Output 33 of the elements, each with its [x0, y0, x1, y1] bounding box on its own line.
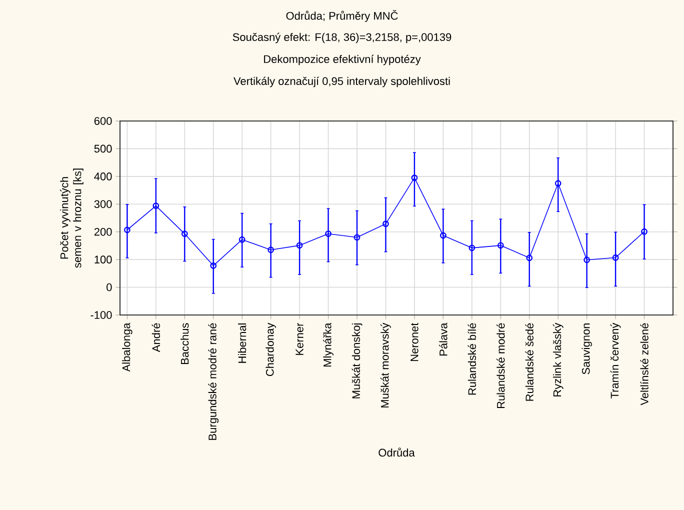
y-tick-label: 0 [106, 283, 112, 292]
y-tick-label: 600 [94, 117, 112, 125]
y-tick-label: 500 [94, 144, 112, 153]
x-tick-label: Rulandské modré [496, 323, 505, 408]
y-tick-label: 300 [94, 200, 112, 208]
x-tick-label: Ryzlink vlašský [552, 322, 564, 396]
x-tick-label: Muškát donskoj [352, 324, 362, 398]
text: Dekompozice efektivní hypotézy [264, 54, 421, 66]
x-axis-title: Odrůda [378, 448, 415, 457]
x-tick-label: Mlynářka [323, 322, 334, 366]
x-tick-label: André [152, 323, 160, 352]
x-tick-label: Pálava [439, 322, 448, 356]
x-tick-label: Chardonay [266, 322, 276, 376]
x-tick-label: Hibernal [238, 324, 246, 363]
y-tick-label: 200 [94, 228, 112, 236]
x-tick-label: Bacchus [180, 323, 189, 364]
y-tick-label: 100 [94, 256, 112, 264]
x-tick-label: Tramín červený [610, 322, 621, 399]
x-tick-label: Kerner [296, 322, 304, 355]
x-tick-label: Sauvignon [582, 323, 592, 374]
text: Vertikály označují 0,95 intervaly spolehlivosti [234, 76, 450, 88]
y-tick-label: 400 [94, 172, 112, 180]
x-tick-label: Burgundské modré rané [208, 323, 219, 440]
chart-subtitle: Současný efekt: F(18, 36)=3,2158, p=,00139 [232, 32, 452, 44]
x-tick-label: Albalonga [122, 322, 132, 372]
x-tick-label: Rulandské bílé [468, 323, 476, 395]
x-tick-label: Veltlínské zelené [640, 323, 648, 406]
x-tick-label: Muškát moravský [380, 322, 391, 408]
chart-title: Odrůda; Průměry MNČ [286, 10, 398, 22]
y-tick-label: -100 [90, 311, 112, 319]
y-axis-title: Počet vyvinutých semen v hroznu [ks] [60, 168, 84, 268]
x-tick-label: Rulandské šedé [525, 323, 534, 401]
x-tick-label: Neronet [410, 322, 418, 361]
